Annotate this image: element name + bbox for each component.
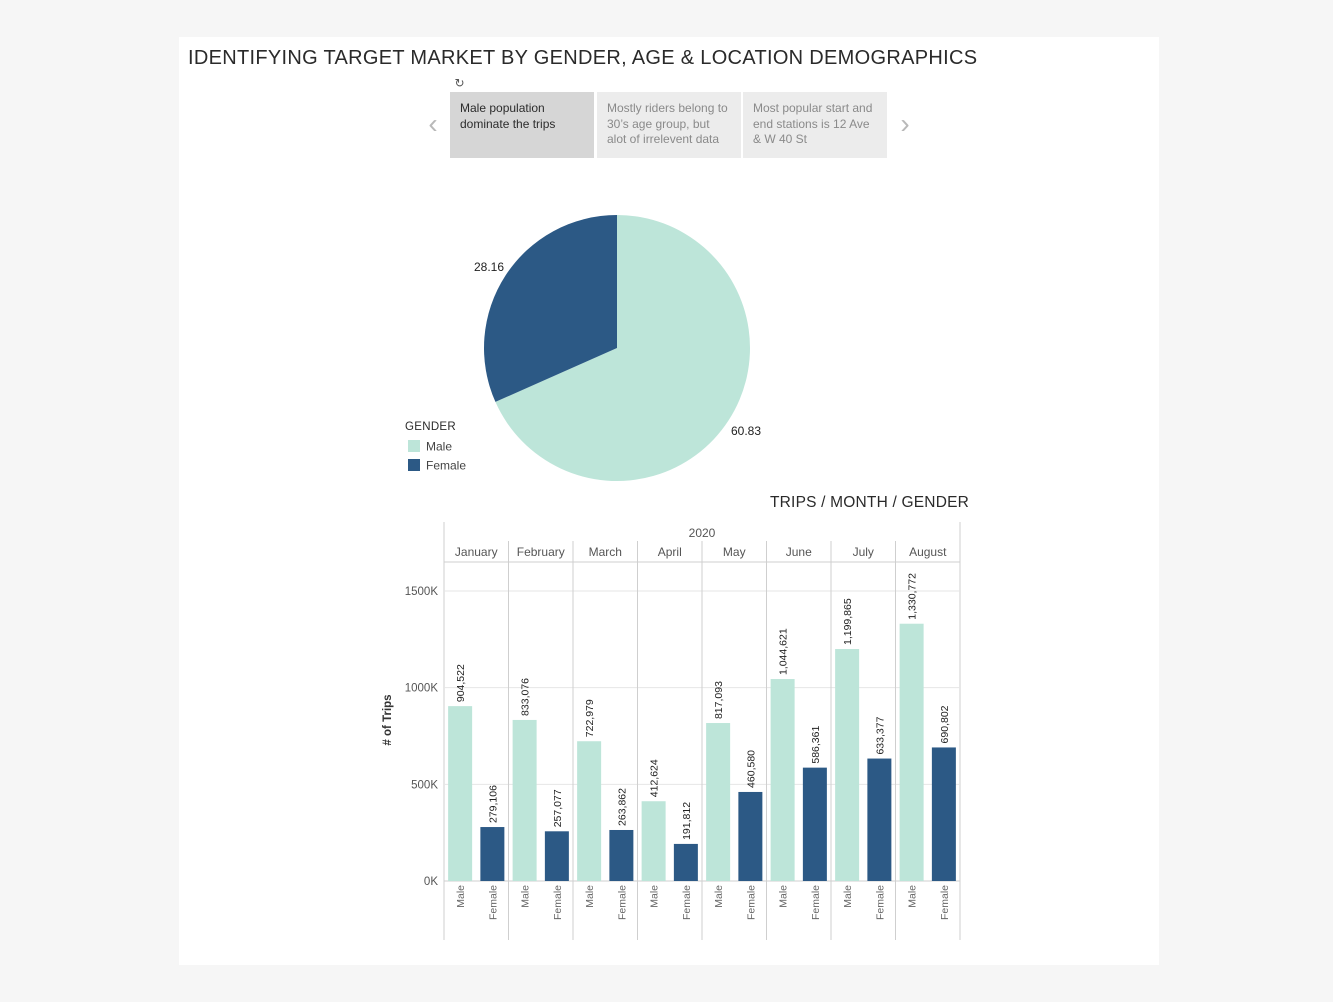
bar-chart-title: TRIPS / MONTH / GENDER [770,494,970,511]
x-tick-label-male: Male [778,885,790,908]
value-label-female-february: 257,077 [552,789,564,827]
month-label-april: April [658,545,682,559]
bar-female-august [931,747,956,881]
value-label-male-february: 833,076 [520,678,532,716]
x-tick-label-male: Male [520,885,532,908]
value-label-female-may: 460,580 [745,750,757,788]
y-tick-label: 500K [411,779,438,791]
value-label-male-april: 412,624 [649,759,661,797]
story-point-2[interactable]: Mostly riders belong to 30’s age group, … [597,92,741,158]
value-label-female-july: 633,377 [874,716,886,754]
value-label-female-january: 279,106 [487,785,499,823]
x-tick-label-female: Female [874,885,886,920]
x-tick-label-male: Male [713,885,725,908]
month-label-february: February [517,545,565,559]
legend-label-male: Male [426,440,452,454]
value-label-female-march: 263,862 [616,788,628,826]
pie-label-male: 60.83 [731,424,761,438]
bar-male-february [512,719,537,881]
bar-male-may [706,723,731,881]
bar-female-july [867,758,892,881]
dashboard-title: IDENTIFYING TARGET MARKET BY GENDER, AGE… [188,47,978,69]
revert-icon[interactable]: ↻ [454,76,465,90]
chevron-right-icon[interactable]: › [900,108,910,139]
x-tick-label-male: Male [649,885,661,908]
month-label-march: March [589,545,622,559]
month-label-july: July [853,545,874,559]
value-label-male-january: 904,522 [455,664,467,702]
y-tick-label: 1000K [405,683,439,695]
month-label-june: June [786,545,812,559]
story-point-3[interactable]: Most popular start and end stations is 1… [743,92,887,158]
bar-male-august [899,623,924,881]
pie-slice-female [484,215,617,402]
story-point-1[interactable]: Male population dominate the trips [450,92,594,158]
value-label-male-may: 817,093 [713,681,725,719]
legend-label-female: Female [426,459,466,473]
x-tick-label-female: Female [745,885,757,920]
bar-female-february [544,831,569,881]
x-tick-label-male: Male [907,885,919,908]
legend-title: GENDER [405,421,456,433]
month-label-august: August [909,545,947,559]
x-tick-label-female: Female [939,885,951,920]
y-tick-label: 0K [424,876,438,888]
value-label-female-april: 191,812 [681,802,693,840]
bar-female-march [609,829,634,881]
x-tick-label-female: Female [616,885,628,920]
bar-female-may [738,791,763,881]
value-label-female-august: 690,802 [939,705,951,743]
value-label-male-july: 1,199,865 [842,598,854,645]
x-tick-label-male: Male [842,885,854,908]
bar-female-january [480,827,505,881]
x-tick-label-female: Female [487,885,499,920]
value-label-female-june: 586,361 [810,726,822,764]
bar-male-june [770,679,795,881]
y-axis-label: # of Trips [382,694,394,745]
x-tick-label-female: Female [681,885,693,920]
value-label-male-march: 722,979 [584,699,596,737]
x-tick-label-male: Male [455,885,467,908]
x-tick-label-female: Female [810,885,822,920]
bar-male-april [641,801,666,881]
x-tick-label-male: Male [584,885,596,908]
month-label-january: January [455,545,498,559]
month-label-may: May [723,545,746,559]
chevron-left-icon[interactable]: ‹ [428,108,438,139]
bar-female-june [802,767,827,881]
bar-female-april [673,843,698,881]
y-tick-label: 1500K [405,586,439,598]
legend-swatch-female [408,459,420,471]
bar-male-july [835,649,860,881]
value-label-male-june: 1,044,621 [778,628,790,675]
pie-slice-male [495,215,750,481]
value-label-male-august: 1,330,772 [907,573,919,620]
pie-label-female: 28.16 [474,260,504,274]
bar-male-january [448,706,473,881]
x-tick-label-female: Female [552,885,564,920]
bar-male-march [577,741,602,881]
dashboard-card [179,37,1159,965]
year-label: 2020 [689,526,716,540]
legend-swatch-male [408,440,420,452]
